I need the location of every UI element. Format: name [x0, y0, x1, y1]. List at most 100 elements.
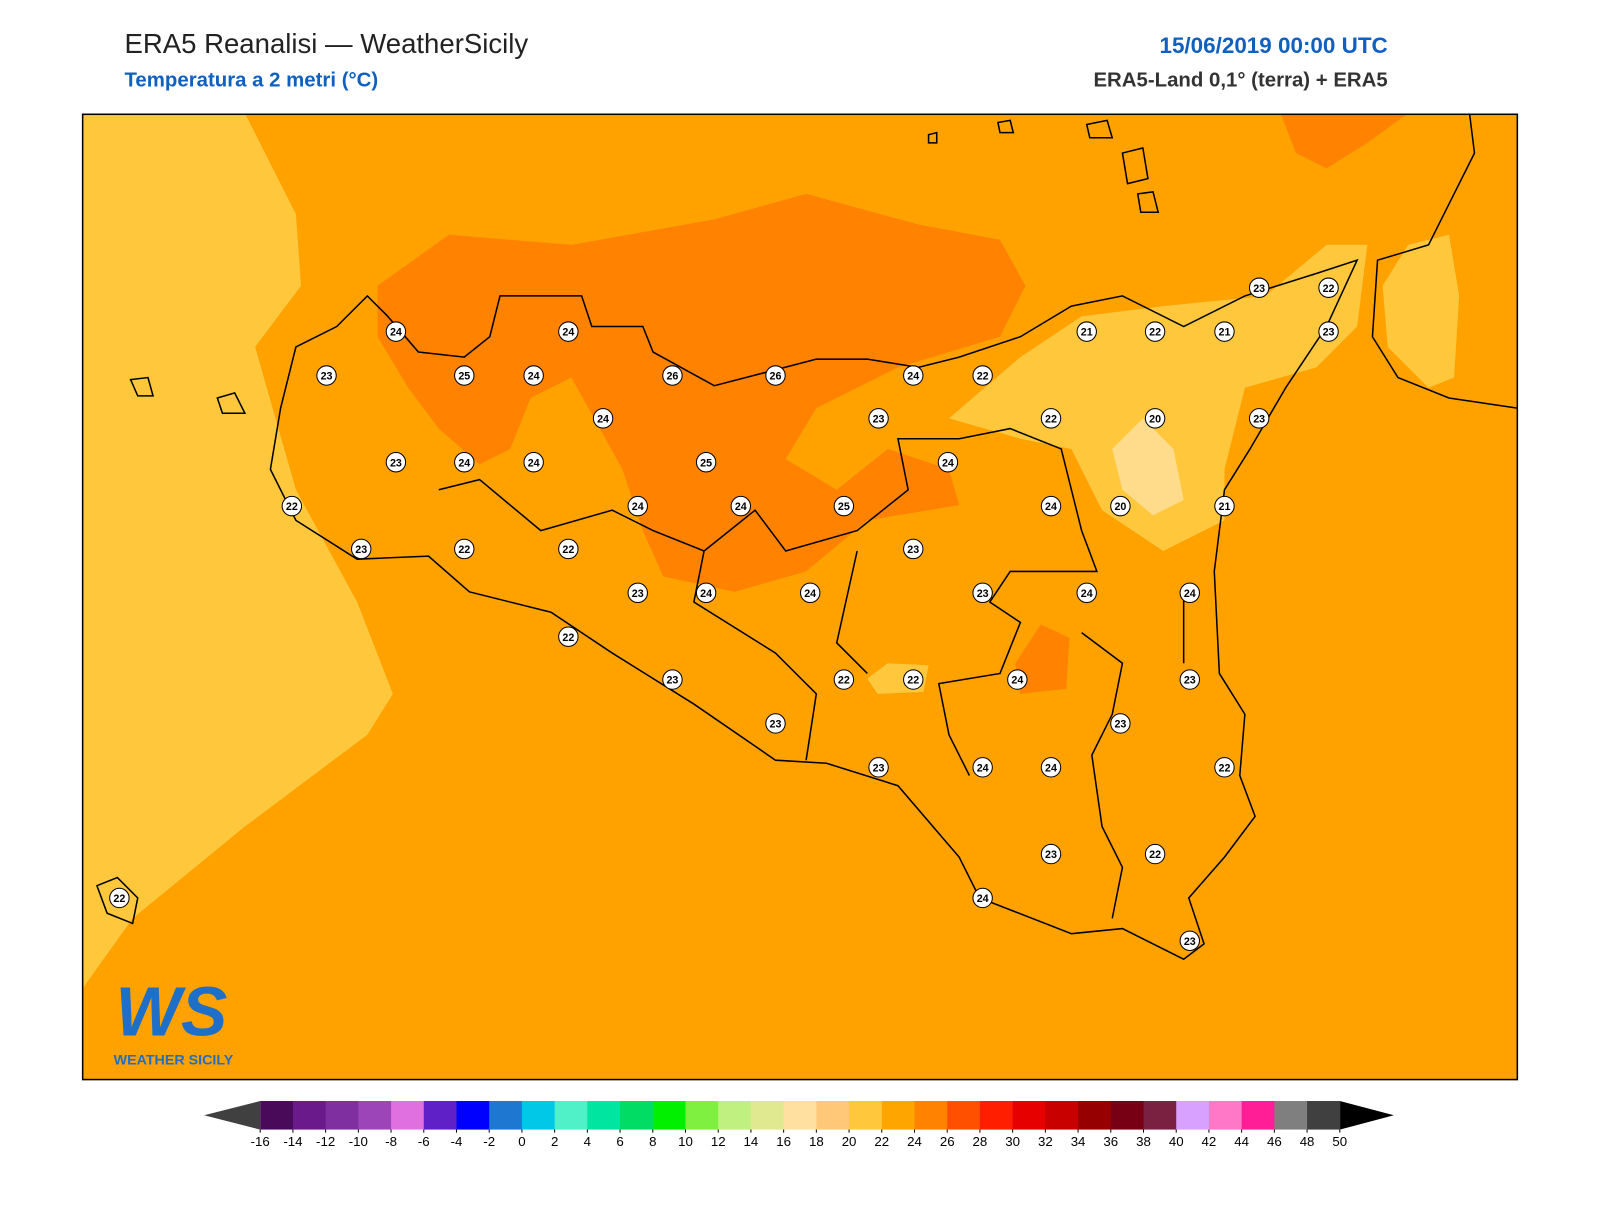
station-marker: [1318, 277, 1339, 298]
colorbar-label: 40: [1169, 1134, 1184, 1149]
colorbar-label: 12: [711, 1134, 726, 1149]
station-value: 23: [321, 371, 333, 383]
station-value: 24: [804, 588, 816, 600]
station-value: 22: [1149, 327, 1161, 339]
colorbar-label: 36: [1103, 1134, 1118, 1149]
station-marker: [695, 452, 717, 473]
colorbar-label: 0: [518, 1134, 525, 1149]
colorbar-segment: [783, 1101, 817, 1130]
station-marker: [1040, 843, 1062, 865]
station-marker: [454, 538, 475, 560]
station-marker: [454, 452, 475, 473]
station-value: 24: [597, 413, 609, 425]
colorbar-segment: [979, 1101, 1014, 1130]
colorbar-segment: [456, 1101, 490, 1130]
station: 24: [695, 582, 717, 604]
colorbar-label: 46: [1267, 1134, 1282, 1149]
station-value: 25: [700, 457, 712, 469]
station-value: 23: [907, 544, 919, 556]
colorbar-over: [1339, 1101, 1394, 1130]
station-value: 23: [770, 719, 782, 731]
station-value: 23: [873, 413, 885, 425]
source: ERA5-Land 0,1° (terra) + ERA5: [1093, 70, 1387, 92]
colorbar-segment: [947, 1101, 981, 1130]
colorbar-segment: [587, 1101, 621, 1130]
station: 23: [765, 713, 786, 734]
station: 22: [109, 887, 130, 909]
station-marker: [1248, 277, 1270, 298]
colorbar-label: -16: [251, 1134, 270, 1149]
station-value: 22: [1323, 283, 1335, 295]
station: 22: [1144, 843, 1166, 865]
station-marker: [558, 538, 579, 560]
station-value: 24: [390, 327, 402, 339]
station: 22: [1144, 321, 1166, 342]
station-value: 23: [977, 588, 989, 600]
station: 25: [454, 365, 475, 386]
colorbar-segment: [652, 1101, 687, 1130]
colorbar-segment: [816, 1101, 850, 1130]
colorbar-segment: [1110, 1101, 1145, 1130]
station: 24: [385, 321, 407, 342]
station: 23: [1179, 669, 1200, 690]
station: 23: [1248, 277, 1270, 298]
station-value: 22: [458, 544, 470, 556]
station-value: 23: [355, 544, 367, 556]
colorbar-label: 18: [809, 1134, 824, 1149]
station-value: 24: [700, 588, 712, 600]
station: 25: [695, 452, 717, 473]
station-marker: [730, 495, 752, 517]
station-value: 24: [1045, 501, 1057, 513]
station-marker: [833, 669, 855, 690]
station-value: 21: [1219, 327, 1231, 339]
colorbar-label: 6: [616, 1134, 623, 1149]
station-value: 22: [286, 501, 298, 513]
station-value: 22: [1149, 849, 1161, 861]
station-value: 22: [907, 675, 919, 687]
colorbar-label: 48: [1300, 1134, 1315, 1149]
station: 23: [972, 582, 993, 604]
station-marker: [972, 582, 993, 604]
station-marker: [1179, 930, 1200, 952]
station-marker: [903, 365, 924, 386]
station-value: 26: [666, 371, 678, 383]
station: 22: [454, 538, 475, 560]
colorbar-segment: [750, 1101, 785, 1130]
coastline: [95, 114, 1518, 961]
colorbar-label: 44: [1234, 1134, 1249, 1149]
station: 24: [558, 321, 579, 342]
station: 24: [627, 495, 648, 517]
station-marker: [695, 582, 717, 604]
logo-name: WEATHER SICILY: [114, 1052, 234, 1068]
station-value: 24: [1184, 588, 1196, 600]
station-value: 22: [562, 544, 574, 556]
station: 24: [730, 495, 752, 517]
colorbar-label: 42: [1202, 1134, 1217, 1149]
station: 21: [1214, 321, 1235, 342]
station-marker: [937, 452, 959, 473]
map-frame: [81, 113, 1519, 1081]
station-marker: [799, 582, 821, 604]
colorbar-segment: [718, 1101, 752, 1130]
colorbar-segment: [849, 1101, 883, 1130]
station: 20: [1110, 495, 1131, 517]
station-marker: [1144, 843, 1166, 865]
station: 23: [385, 452, 407, 473]
station-value: 24: [942, 457, 954, 469]
colorbar-segment: [1045, 1101, 1079, 1130]
station: 26: [662, 365, 683, 386]
station: 22: [281, 495, 303, 517]
station: 23: [662, 669, 683, 690]
colorbar-segment: [521, 1101, 556, 1130]
station: 23: [1248, 408, 1270, 429]
station: 23: [868, 408, 889, 429]
station-value: 24: [528, 457, 540, 469]
field: [1382, 234, 1460, 388]
station-marker: [1318, 321, 1339, 342]
station: 26: [765, 365, 786, 386]
station-marker: [972, 365, 993, 386]
station: 24: [972, 757, 993, 778]
station-value: 23: [1253, 283, 1265, 295]
station-marker: [592, 408, 614, 429]
station-marker: [627, 582, 648, 604]
